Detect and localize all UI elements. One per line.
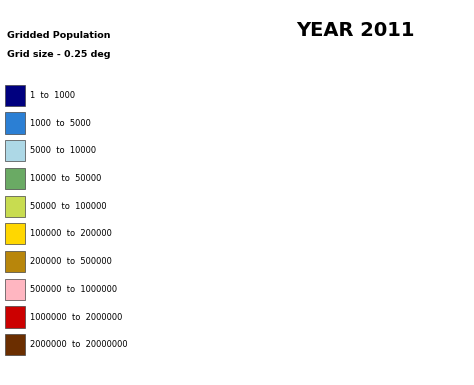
Text: 500000  to  1000000: 500000 to 1000000: [30, 285, 118, 294]
FancyBboxPatch shape: [5, 306, 25, 328]
FancyBboxPatch shape: [5, 251, 25, 272]
FancyBboxPatch shape: [5, 223, 25, 244]
FancyBboxPatch shape: [5, 112, 25, 134]
Text: 50000  to  100000: 50000 to 100000: [30, 202, 107, 211]
Text: Grid size - 0.25 deg: Grid size - 0.25 deg: [7, 50, 110, 59]
Text: 10000  to  50000: 10000 to 50000: [30, 174, 102, 183]
Text: 1  to  1000: 1 to 1000: [30, 91, 75, 100]
FancyBboxPatch shape: [5, 85, 25, 106]
FancyBboxPatch shape: [5, 168, 25, 189]
Text: 1000  to  5000: 1000 to 5000: [30, 119, 91, 127]
FancyBboxPatch shape: [5, 140, 25, 161]
Text: Gridded Population: Gridded Population: [7, 31, 110, 40]
Text: 2000000  to  20000000: 2000000 to 20000000: [30, 340, 128, 349]
Text: YEAR 2011: YEAR 2011: [296, 21, 415, 40]
Text: 200000  to  500000: 200000 to 500000: [30, 257, 112, 266]
Text: 1000000  to  2000000: 1000000 to 2000000: [30, 313, 123, 321]
Text: 5000  to  10000: 5000 to 10000: [30, 146, 97, 155]
FancyBboxPatch shape: [5, 279, 25, 300]
FancyBboxPatch shape: [5, 334, 25, 355]
Text: 100000  to  200000: 100000 to 200000: [30, 229, 112, 238]
FancyBboxPatch shape: [5, 196, 25, 217]
